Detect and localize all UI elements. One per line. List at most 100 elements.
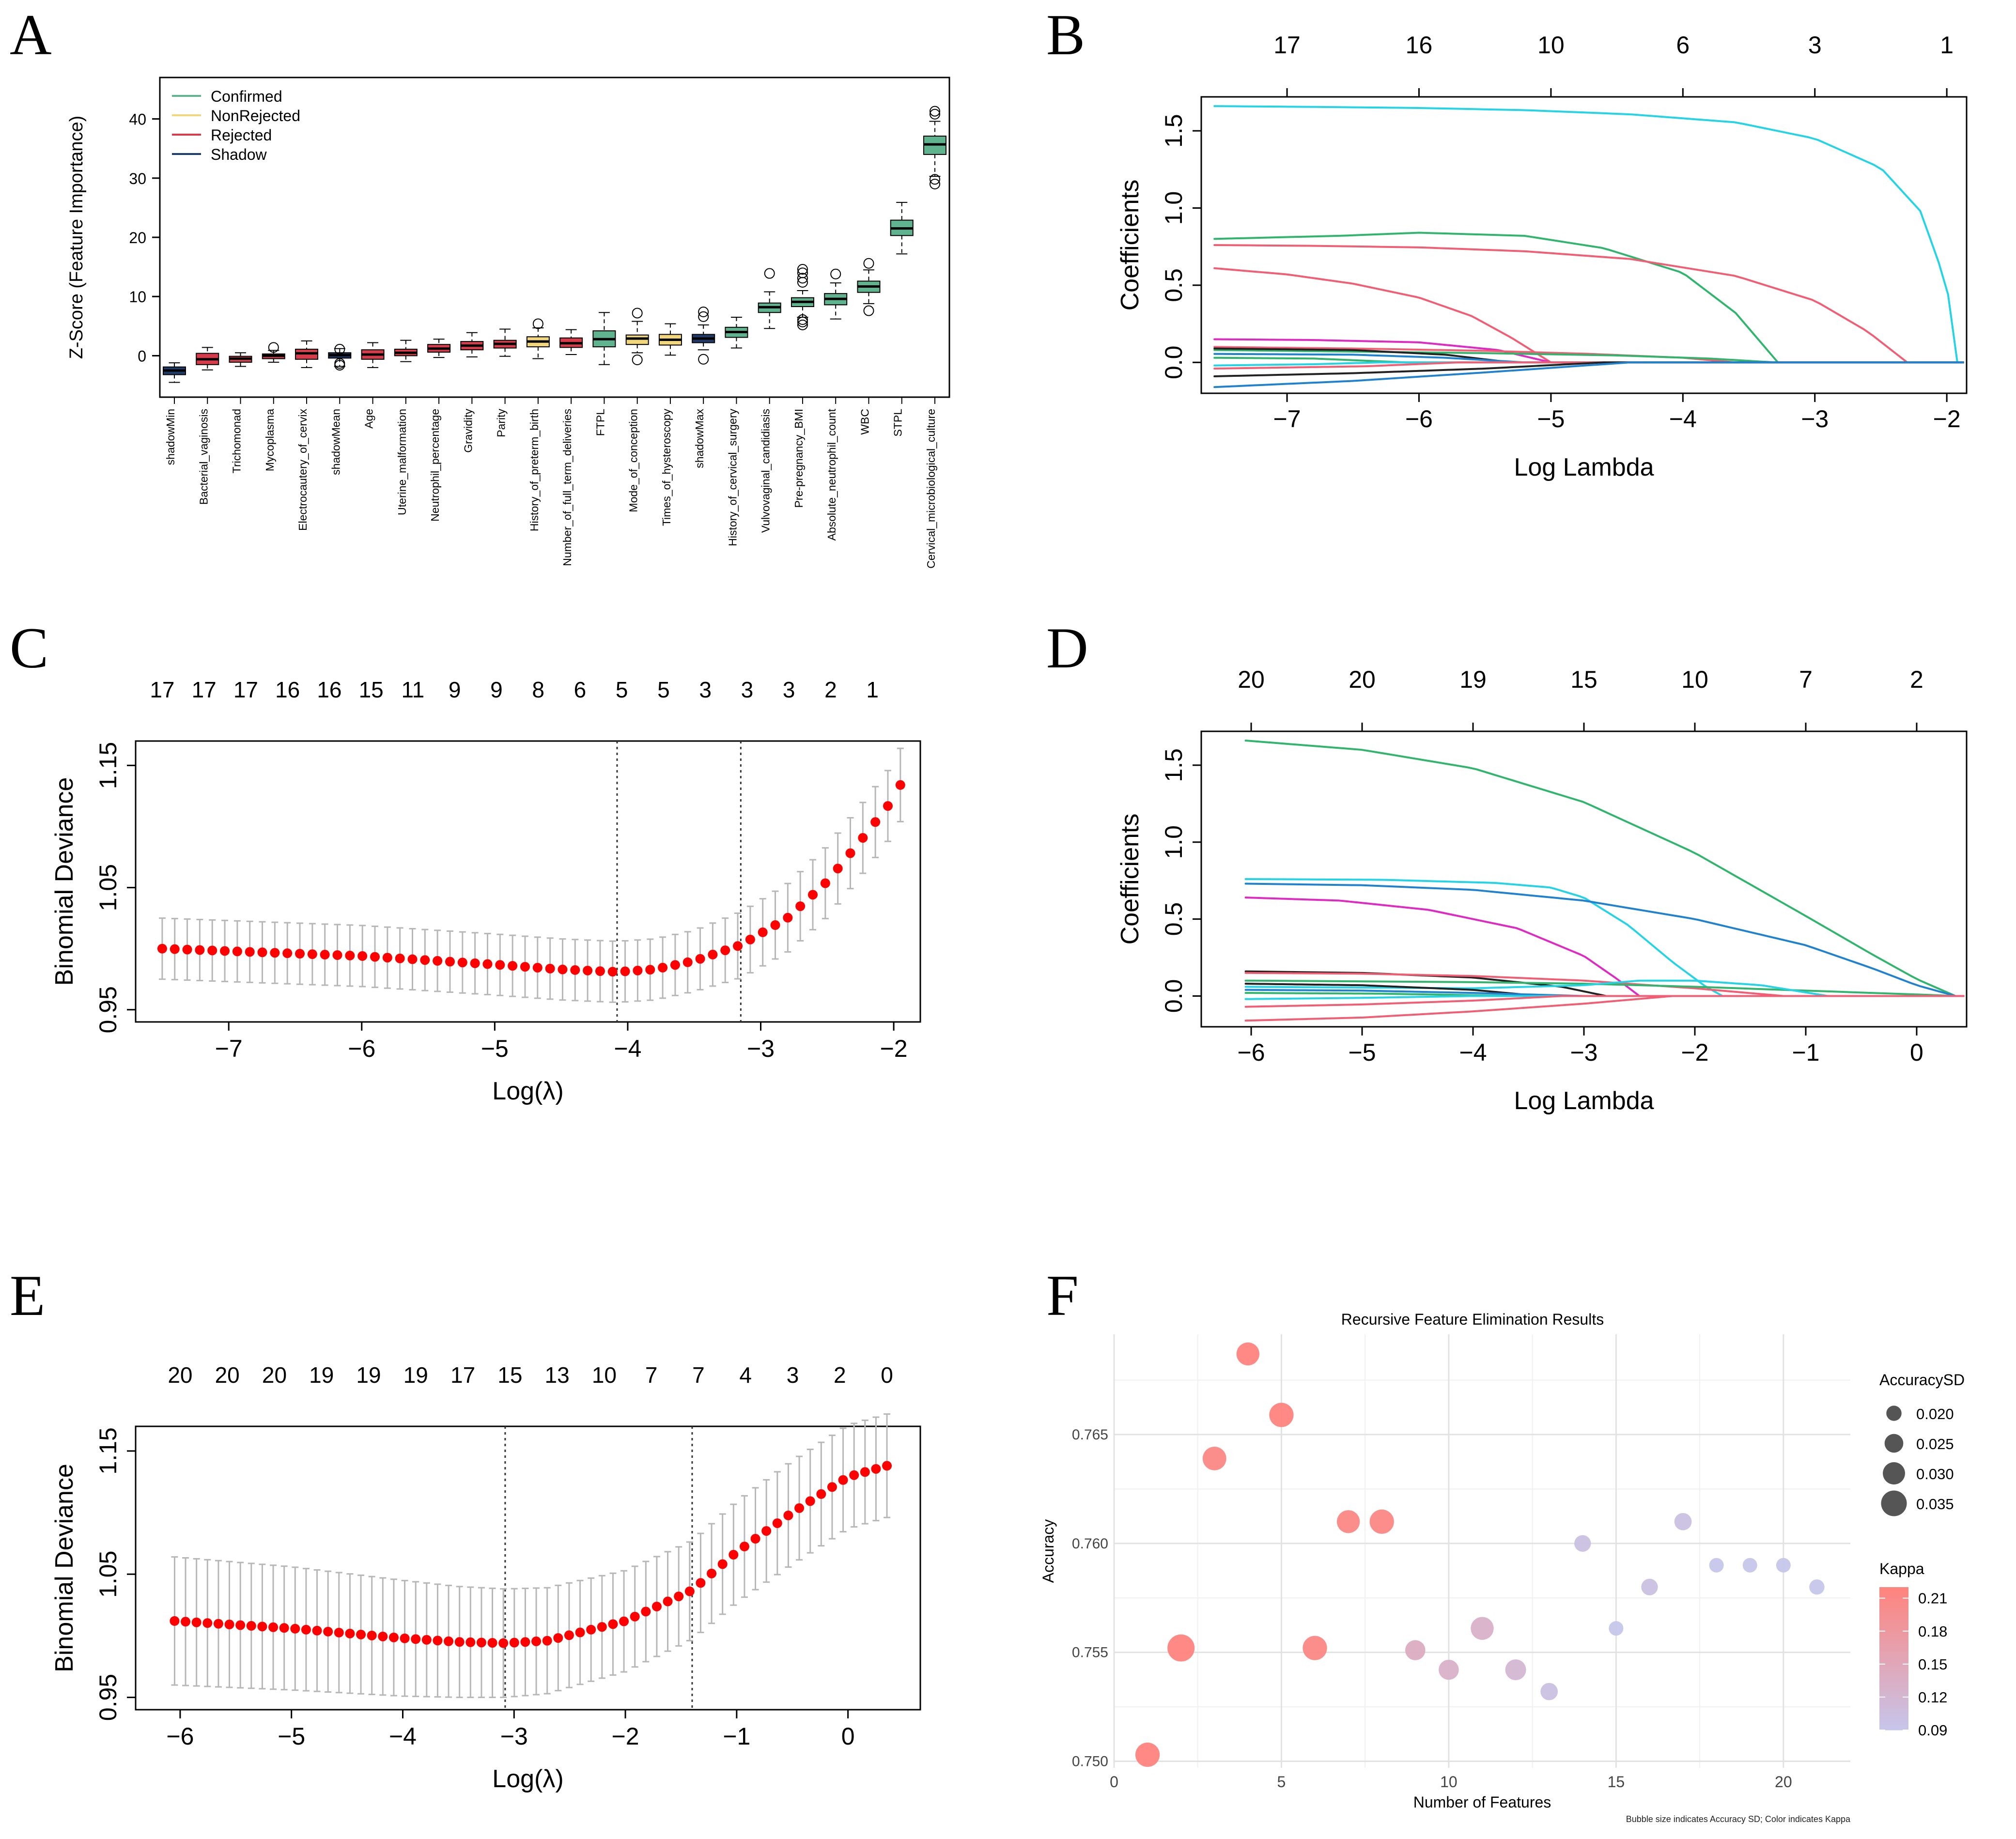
panel-e-cv-point — [729, 1550, 739, 1560]
panel-e-cv-point — [213, 1619, 223, 1629]
panel-f-size-legend-label: 0.035 — [1916, 1496, 1954, 1513]
panel-b-plot-frame — [1200, 96, 1968, 394]
panel-e-top-tick-label: 19 — [309, 1362, 334, 1388]
panel-f-color-legend-bar-segment — [1879, 1587, 1908, 1591]
panel-f-color-legend-bar-segment — [1879, 1669, 1908, 1673]
panel-e-cv-point — [290, 1623, 300, 1634]
panel-a-x-tick-label: WBC — [858, 409, 871, 435]
panel-b-y-axis-label: Coefficients — [1116, 180, 1144, 311]
panel-f-color-legend-bar-segment — [1879, 1687, 1908, 1691]
panel-f-color-legend-bar-segment — [1879, 1601, 1908, 1606]
panel-c-y-tick-label: 0.95 — [94, 986, 122, 1033]
panel-c-cv-point — [345, 950, 355, 960]
panel-f-color-legend-bar-segment — [1879, 1594, 1908, 1598]
panel-e-x-tick-label: −3 — [500, 1723, 528, 1750]
panel-c-cv-point — [858, 833, 868, 843]
panel-c-top-tick-label: 16 — [275, 677, 300, 702]
panel-f-point — [1776, 1558, 1791, 1573]
panel-a-outlier — [930, 179, 940, 189]
panel-c-cv-point — [845, 848, 855, 858]
panel-e-cv-point — [794, 1503, 805, 1513]
panel-c-x-axis-label: Log(λ) — [492, 1077, 563, 1105]
panel-e-top-tick-label: 7 — [692, 1362, 705, 1388]
panel-b-y-tick-label: 0.5 — [1160, 268, 1187, 302]
panel-e-cv-point — [202, 1618, 213, 1628]
panel-f-size-legend-title: AccuracySD — [1879, 1371, 1965, 1389]
panel-e-cv-point — [597, 1622, 607, 1632]
panel-e-cv-point — [871, 1464, 881, 1474]
panel-c-cv-point — [320, 950, 330, 960]
panel-a: 0 10 20 30 40 shadowMin Bacterial_vaginosis Tri… — [66, 77, 950, 569]
panel-e-top-tick-label: 0 — [881, 1362, 893, 1388]
panel-b-coef-path-5 — [1213, 338, 1552, 364]
panel-f-color-legend-bar-segment — [1879, 1705, 1908, 1709]
panel-f-plot-background — [1114, 1334, 1850, 1768]
panel-label-a: A — [10, 2, 52, 67]
panel-f-color-legend-bar-segment — [1879, 1690, 1908, 1695]
panel-a-x-tick-label: Number_of_full_term_deliveries — [561, 409, 574, 566]
panel-c-top-tick-label: 3 — [783, 677, 795, 702]
panel-f-y-tick-label: 0.750 — [1072, 1754, 1108, 1770]
panel-a-outlier — [930, 108, 940, 120]
panel-d-x-tick-label: −4 — [1459, 1039, 1487, 1066]
panel-d-coef-path-10 — [1244, 989, 1585, 997]
panel-c-cv-point — [595, 966, 605, 976]
panel-f-color-legend-label: 0.18 — [1918, 1623, 1947, 1640]
panel-e-cv-point — [542, 1636, 552, 1646]
panel-e-cv-point — [191, 1617, 202, 1627]
panel-c-cv-point — [420, 955, 430, 965]
panel-e-top-tick-label: 17 — [450, 1362, 475, 1388]
panel-e-top-tick-label: 19 — [403, 1362, 428, 1388]
panel-e-cv-point — [170, 1616, 180, 1626]
panel-c-cv-point — [883, 801, 893, 811]
panel-c-cv-point — [232, 946, 242, 957]
panel-e-cv-point — [400, 1633, 410, 1643]
panel-e-cv-point — [674, 1592, 684, 1602]
panel-a-y-axis-label: Z-Score (Feature Importance) — [66, 116, 87, 359]
panel-a-x-tick-label: Uterine_malformation — [396, 409, 408, 515]
panel-d-coef-path-2 — [1244, 878, 1724, 997]
panel-b-y-tick-label: 1.0 — [1160, 191, 1187, 225]
panel-b-top-tick-label: 10 — [1537, 31, 1565, 59]
panel-e-cv-point — [367, 1630, 377, 1640]
panel-e-cv-point — [651, 1601, 662, 1611]
panel-e-x-tick-label: 0 — [841, 1723, 855, 1750]
panel-e-cv-point — [388, 1632, 399, 1642]
panel-c-cv-point — [720, 945, 730, 956]
panel-d-coef-path-14 — [1244, 995, 1674, 1022]
panel-a-outlier — [532, 318, 543, 329]
panel-label-f: F — [1046, 1263, 1079, 1328]
panel-e-x-axis-label: Log(λ) — [492, 1765, 563, 1793]
panel-c-cv-point — [295, 949, 305, 959]
panel-d-coef-path-6 — [1244, 972, 1785, 997]
panel-e-y-tick-label: 1.05 — [94, 1551, 122, 1598]
panel-c-cv-point — [633, 965, 643, 975]
panel-c-top-tick-label: 16 — [317, 677, 341, 702]
panel-c-top-tick-label: 11 — [402, 677, 425, 702]
panel-d-x-tick-label: −1 — [1792, 1039, 1819, 1066]
panel-e-cv-point — [707, 1568, 717, 1578]
panel-a-outlier — [830, 268, 841, 279]
panel-e-y-tick-label: 1.15 — [94, 1427, 122, 1474]
panel-c-cv-point — [758, 927, 768, 937]
panel-d-x-tick-label: −3 — [1570, 1039, 1597, 1066]
panel-f-color-legend-bar-segment — [1879, 1684, 1908, 1687]
panel-e-cv-point — [323, 1626, 333, 1637]
panel-c-top-tick-label: 3 — [741, 677, 754, 702]
panel-c-cv-point — [357, 951, 368, 961]
panel-e-cv-point — [772, 1518, 782, 1528]
panel-c-cv-point — [682, 957, 693, 967]
panel-c-cv-point — [870, 817, 881, 827]
panel-b-coef-path-4 — [1213, 267, 1552, 364]
panel-c-cv-point — [157, 943, 167, 954]
panel-f-color-legend-bar-segment — [1879, 1658, 1908, 1663]
panel-d-coef-path-12 — [1244, 995, 1474, 1000]
panel-c-cv-point — [495, 960, 505, 970]
panel-c-x-tick-label: −3 — [747, 1035, 775, 1062]
panel-c-cv-point — [282, 948, 293, 958]
panel-f: 0 5 10 15 20 0.750 0.755 0.760 0.765 Recursive Fe… — [1039, 1311, 1965, 1824]
panel-f-point — [1269, 1403, 1294, 1427]
panel-c-plot-frame — [135, 740, 921, 1023]
